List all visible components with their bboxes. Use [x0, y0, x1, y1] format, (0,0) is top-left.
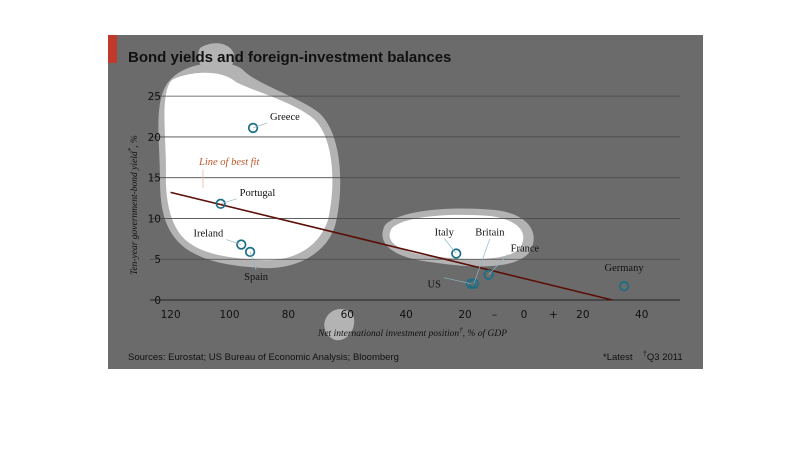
label-greece: Greece	[270, 112, 300, 123]
x-tick-2: 80	[282, 309, 295, 321]
footnote-quarter: Q3 2011	[647, 352, 683, 363]
x-tick-0: 120	[161, 309, 181, 321]
y-tick-10: 10	[148, 213, 161, 225]
y-axis-label: Ten-year government-bond yield	[130, 151, 140, 275]
x-tick-7: 0	[521, 309, 528, 321]
footnote-latest: *Latest	[603, 352, 633, 363]
leader-france	[488, 254, 508, 275]
y-tick-labels: 0 5 10 15 20 25	[148, 91, 161, 307]
x-tick-4: 40	[399, 309, 412, 321]
x-tick-1: 100	[219, 309, 239, 321]
y-axis-title: Ten-year government-bond yield*, %	[127, 135, 140, 275]
y-tick-5: 5	[154, 254, 161, 266]
y-tick-0: 0	[154, 295, 161, 307]
x-tick-6: –	[492, 309, 497, 321]
leader-us	[443, 277, 472, 285]
gridlines	[150, 95, 680, 301]
x-tick-9: 20	[576, 309, 589, 321]
x-tick-10: 40	[635, 309, 648, 321]
point-germany	[618, 280, 630, 292]
chart-title: Bond yields and foreign-investment balan…	[128, 49, 451, 66]
point-us	[465, 278, 477, 289]
leader-britain	[473, 238, 491, 284]
footnote-period: †Q3 2011	[643, 351, 683, 363]
leader-greece	[252, 122, 268, 129]
point-labels: Greece Portugal Ireland Spain Italy Britain US…	[194, 112, 645, 291]
x-axis-dagger: †	[459, 326, 463, 334]
x-tick-8: +	[549, 309, 558, 321]
y-axis-suffix: , %	[130, 135, 140, 148]
y-axis-asterisk: *	[127, 147, 135, 151]
label-italy: Italy	[435, 228, 455, 239]
x-axis-label: Net international investment position	[317, 329, 459, 339]
footnote-dagger: †	[643, 351, 647, 358]
point-portugal	[215, 198, 226, 209]
source-note: Sources: Eurostat; US Bureau of Economic…	[128, 352, 399, 363]
point-ireland	[236, 239, 247, 250]
label-portugal: Portugal	[240, 188, 276, 199]
x-axis-title: Net international investment position†, …	[317, 326, 507, 339]
x-tick-3: 60	[341, 309, 354, 321]
accent-tab	[108, 35, 117, 63]
point-greece	[247, 122, 259, 134]
y-tick-15: 15	[148, 173, 161, 185]
leader-italy	[443, 238, 457, 254]
leader-ireland	[226, 239, 242, 245]
label-spain: Spain	[244, 272, 269, 283]
label-britain: Britain	[475, 228, 505, 239]
y-tick-20: 20	[148, 132, 161, 144]
trend-line	[170, 191, 613, 301]
y-tick-25: 25	[148, 91, 161, 103]
label-ireland: Ireland	[194, 229, 224, 240]
leader-spain	[249, 251, 257, 271]
label-france: France	[511, 244, 540, 255]
point-italy	[451, 248, 462, 259]
x-tick-labels: 120 100 80 60 40 20 – 0 +20 40	[161, 309, 649, 321]
x-axis-suffix: , % of GDP	[463, 328, 508, 339]
point-france	[483, 269, 494, 280]
point-spain	[244, 246, 256, 258]
label-germany: Germany	[605, 263, 645, 274]
leader-portugal	[220, 198, 237, 205]
x-tick-5: 20	[458, 309, 471, 321]
trend-label: Line of best fit	[198, 157, 260, 168]
highlight-regions	[158, 43, 534, 341]
label-us: US	[428, 280, 442, 291]
